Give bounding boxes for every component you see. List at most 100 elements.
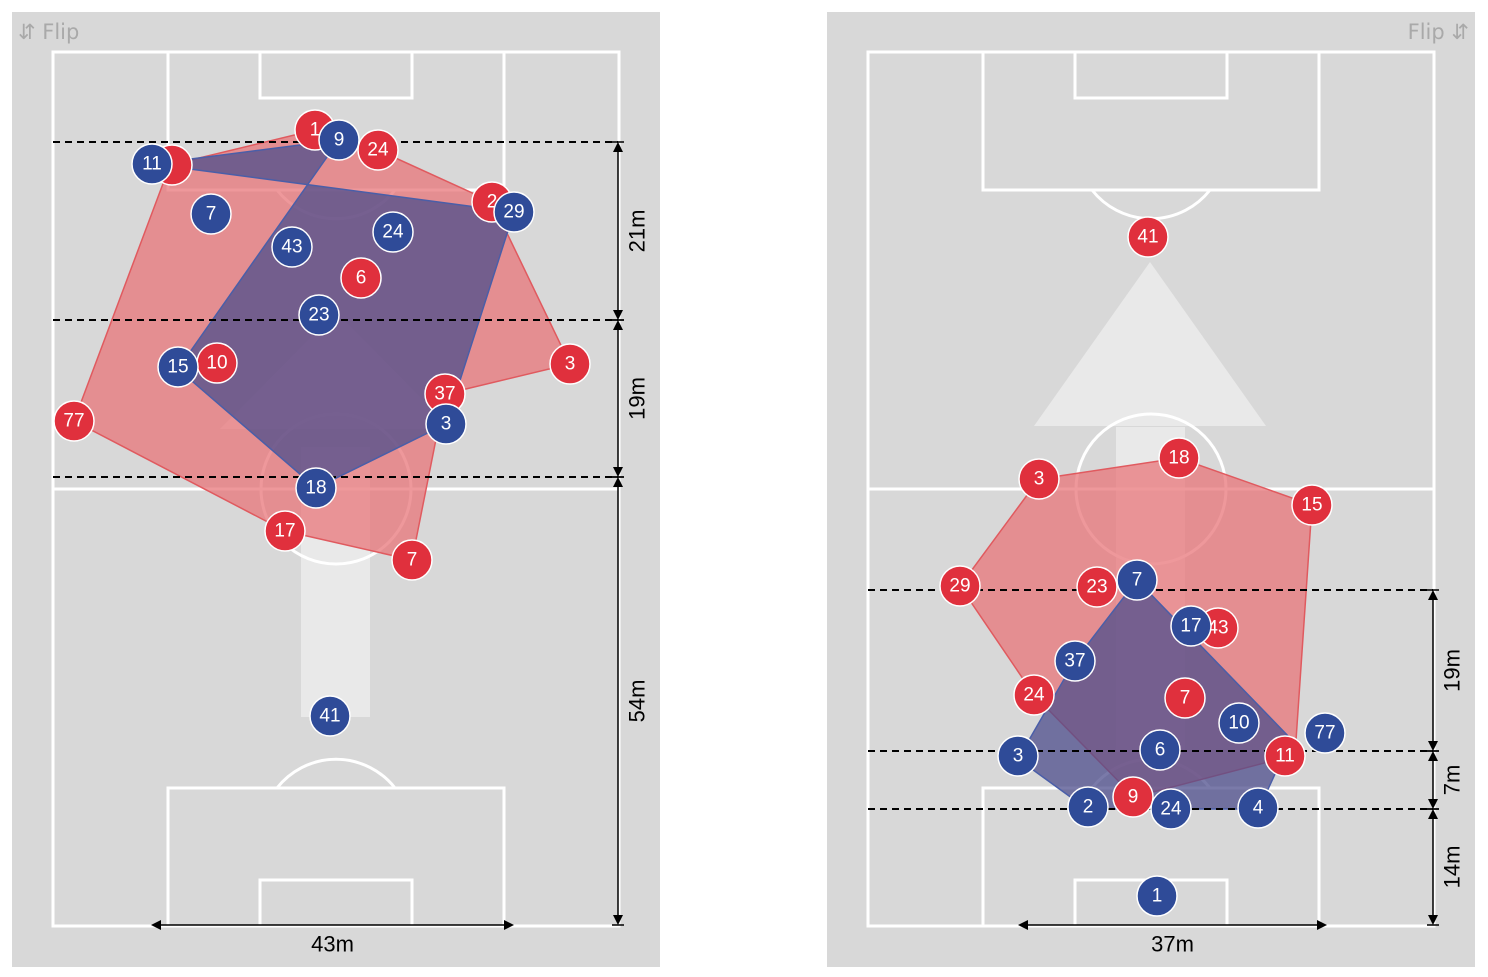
red-player-number: 37 xyxy=(434,384,455,405)
blue-player-3[interactable]: 3 xyxy=(425,403,467,445)
blue-player-number: 1 xyxy=(1152,886,1163,907)
red-player-number: 3 xyxy=(1034,469,1045,490)
blue-player-number: 6 xyxy=(1155,740,1166,761)
blue-player-4[interactable]: 4 xyxy=(1237,787,1279,829)
bottom-penalty-box xyxy=(166,786,506,928)
red-player-number: 9 xyxy=(1128,787,1139,808)
measure-21m-head-top xyxy=(613,142,623,152)
blue-player-43[interactable]: 43 xyxy=(271,226,313,268)
red-player-number: 3 xyxy=(565,354,576,375)
blue-player-number: 7 xyxy=(206,204,217,225)
measure-width-label: 43m xyxy=(311,932,354,957)
blue-player-number: 24 xyxy=(1160,799,1182,820)
blue-player-7[interactable]: 7 xyxy=(190,193,232,235)
red-player-3[interactable]: 3 xyxy=(1018,458,1060,500)
blue-player-24[interactable]: 24 xyxy=(372,211,414,253)
red-player-17[interactable]: 17 xyxy=(264,510,306,552)
blue-player-number: 17 xyxy=(1180,616,1201,637)
red-player-marker xyxy=(340,257,382,299)
red-player-6[interactable]: 6 xyxy=(340,257,382,299)
measure-7m-label: 7m xyxy=(1440,765,1465,796)
blue-player-15[interactable]: 15 xyxy=(157,346,199,388)
blue-player-77[interactable]: 77 xyxy=(1304,712,1346,754)
red-player-marker xyxy=(357,129,399,171)
blue-player-6[interactable]: 6 xyxy=(1139,729,1181,771)
top-penalty-box xyxy=(981,50,1321,192)
measure-21m-head-bottom xyxy=(613,310,623,320)
red-player-number: 2 xyxy=(487,192,498,213)
measure-19m-head-top xyxy=(613,320,623,330)
red-player-3[interactable]: 3 xyxy=(549,343,591,385)
red-player-24[interactable]: 24 xyxy=(357,129,399,171)
blue-player-7[interactable]: 7 xyxy=(1116,559,1158,601)
red-player-29[interactable]: 29 xyxy=(939,565,981,607)
red-player-marker xyxy=(391,539,433,581)
blue-player-11[interactable]: 11 xyxy=(131,143,173,185)
blue-player-number: 37 xyxy=(1064,651,1085,672)
measure-54m-head-bottom xyxy=(613,915,623,925)
red-player-41[interactable]: 41 xyxy=(1127,216,1169,258)
red-player-7[interactable]: 7 xyxy=(391,539,433,581)
blue-player-marker xyxy=(298,294,340,336)
red-player-9[interactable]: 9 xyxy=(1112,776,1154,818)
measure-14m-head-bottom xyxy=(1428,915,1438,925)
red-player-marker xyxy=(1264,735,1306,777)
red-player-marker xyxy=(1158,437,1200,479)
flip-button-right[interactable]: Flip ⇵ xyxy=(1407,20,1469,44)
red-player-marker xyxy=(1013,674,1055,716)
red-player-23[interactable]: 23 xyxy=(1076,566,1118,608)
blue-player-1[interactable]: 1 xyxy=(1136,875,1178,917)
red-player-number: 18 xyxy=(1168,448,1189,469)
blue-player-marker xyxy=(1139,729,1181,771)
red-player-number: 15 xyxy=(1301,495,1322,516)
blue-player-17[interactable]: 17 xyxy=(1170,605,1212,647)
red-player-10[interactable]: 10 xyxy=(196,342,238,384)
blue-player-number: 77 xyxy=(1314,723,1335,744)
blue-player-23[interactable]: 23 xyxy=(298,294,340,336)
blue-player-3[interactable]: 3 xyxy=(997,735,1039,777)
red-player-11[interactable]: 11 xyxy=(1264,735,1306,777)
red-player-marker xyxy=(264,510,306,552)
measure-width-head-right xyxy=(1317,920,1327,930)
blue-player-number: 41 xyxy=(319,706,340,727)
measure-14m-head-top xyxy=(1428,809,1438,819)
blue-player-10[interactable]: 10 xyxy=(1218,702,1260,744)
blue-player-marker xyxy=(131,143,173,185)
blue-player-24[interactable]: 24 xyxy=(1150,788,1192,830)
top-goal-box xyxy=(1073,50,1229,100)
red-player-number: 11 xyxy=(1275,746,1295,767)
red-player-18[interactable]: 18 xyxy=(1158,437,1200,479)
red-player-37[interactable]: 37 xyxy=(424,373,466,415)
blue-player-number: 3 xyxy=(441,414,452,435)
blue-player-marker xyxy=(295,467,337,509)
blue-player-2[interactable]: 2 xyxy=(1067,786,1109,828)
red-player-77[interactable]: 77 xyxy=(53,400,95,442)
blue-player-marker xyxy=(1304,712,1346,754)
red-player-number: 17 xyxy=(274,521,295,542)
flip-button-left[interactable]: ⇵ Flip xyxy=(18,20,80,44)
measure-width-head-right xyxy=(504,920,514,930)
blue-player-18[interactable]: 18 xyxy=(295,467,337,509)
red-player-24[interactable]: 24 xyxy=(1013,674,1055,716)
measure-width: 43m xyxy=(151,920,514,957)
measure-54m-label: 54m xyxy=(625,680,650,723)
red-player-number: 41 xyxy=(1137,227,1158,248)
blue-player-marker xyxy=(1150,788,1192,830)
red-player-15[interactable]: 15 xyxy=(1291,484,1333,526)
red-player-7[interactable]: 7 xyxy=(1164,677,1206,719)
blue-player-41[interactable]: 41 xyxy=(309,695,351,737)
blue-player-number: 24 xyxy=(382,222,404,243)
measure-19m-head-bottom xyxy=(1428,741,1438,751)
direction-arrow-head xyxy=(1034,262,1266,426)
blue-player-marker xyxy=(190,193,232,235)
measure-54m: 54m xyxy=(612,476,650,926)
blue-player-29[interactable]: 29 xyxy=(493,191,535,233)
blue-player-marker xyxy=(372,211,414,253)
red-player-marker xyxy=(53,400,95,442)
blue-player-37[interactable]: 37 xyxy=(1054,640,1096,682)
red-player-marker xyxy=(939,565,981,607)
red-player-marker xyxy=(1164,677,1206,719)
blue-player-marker xyxy=(425,403,467,445)
blue-player-9[interactable]: 9 xyxy=(318,119,360,161)
